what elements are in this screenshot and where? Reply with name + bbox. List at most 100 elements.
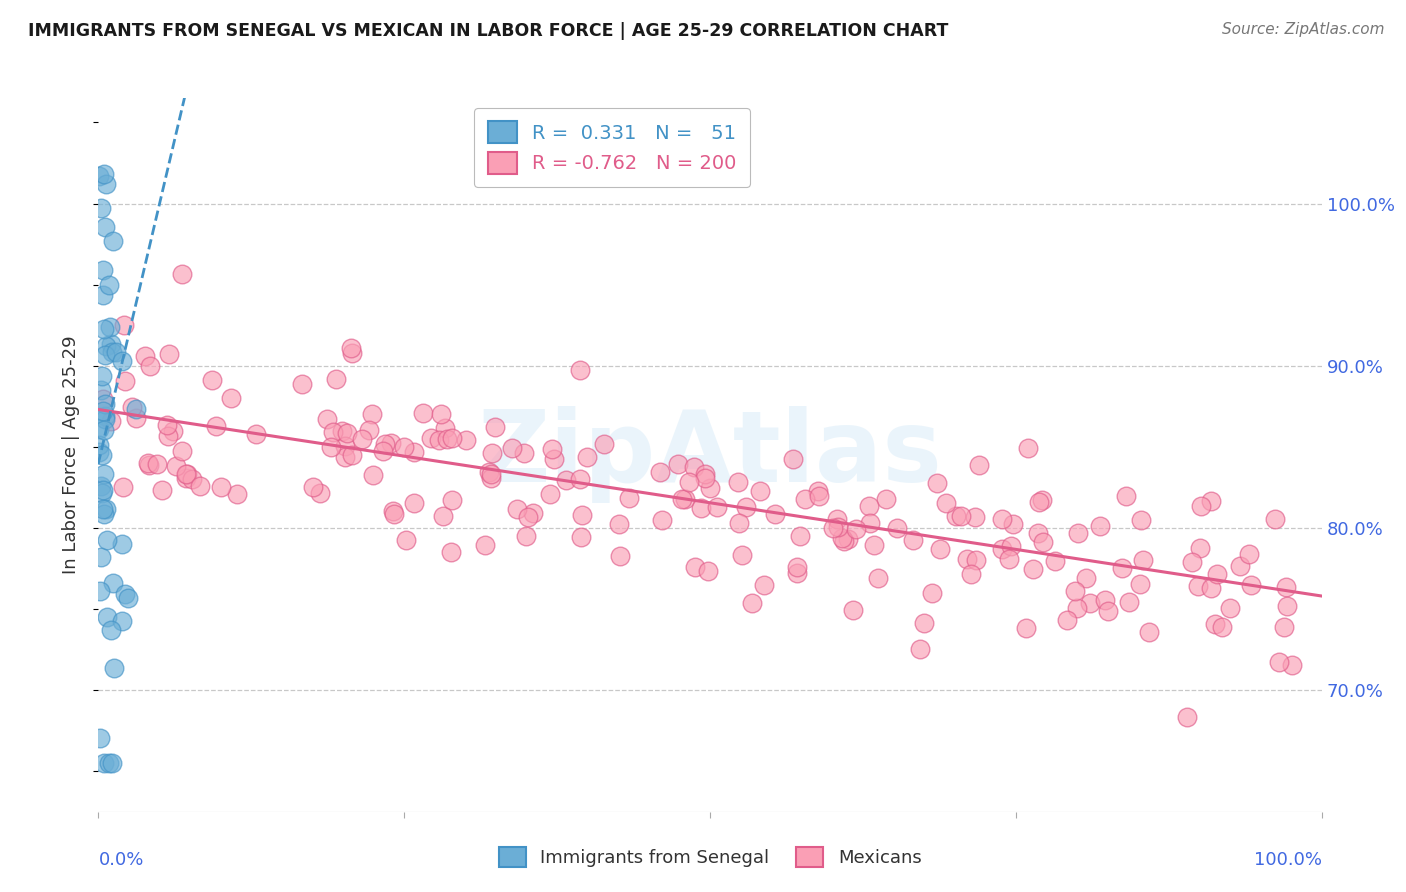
Point — [98, 756, 121, 770]
Point — [89, 422, 111, 436]
Point — [921, 586, 943, 600]
Point — [100, 623, 122, 637]
Point — [925, 476, 948, 491]
Point — [1189, 499, 1212, 513]
Point — [789, 529, 811, 543]
Point — [1066, 525, 1088, 540]
Point — [1032, 534, 1054, 549]
Point — [91, 404, 114, 418]
Point — [831, 532, 853, 546]
Point — [786, 566, 808, 580]
Point — [543, 452, 565, 467]
Point — [432, 509, 454, 524]
Point — [741, 596, 763, 610]
Point — [1264, 512, 1286, 526]
Point — [1111, 561, 1133, 575]
Point — [157, 347, 180, 361]
Point — [1229, 559, 1251, 574]
Point — [541, 442, 564, 456]
Point — [121, 401, 143, 415]
Point — [301, 480, 323, 494]
Point — [93, 423, 115, 437]
Point — [1277, 599, 1299, 613]
Point — [125, 402, 148, 417]
Point — [1175, 710, 1198, 724]
Point — [1014, 621, 1036, 635]
Point — [110, 353, 132, 368]
Point — [1237, 547, 1260, 561]
Point — [671, 491, 693, 506]
Point — [837, 533, 859, 547]
Point — [145, 457, 167, 471]
Point — [501, 442, 523, 456]
Point — [205, 419, 228, 434]
Point — [245, 426, 267, 441]
Point — [935, 496, 957, 510]
Point — [858, 516, 880, 531]
Point — [1272, 620, 1295, 634]
Point — [845, 522, 868, 536]
Point — [782, 451, 804, 466]
Point — [156, 418, 179, 433]
Point — [841, 603, 863, 617]
Point — [93, 756, 115, 770]
Point — [150, 483, 173, 498]
Y-axis label: In Labor Force | Age 25-29: In Labor Force | Age 25-29 — [62, 335, 80, 574]
Point — [689, 500, 711, 515]
Point — [105, 344, 128, 359]
Point — [1066, 601, 1088, 615]
Point — [90, 369, 112, 384]
Point — [394, 440, 416, 454]
Point — [90, 549, 112, 564]
Point — [683, 560, 706, 574]
Point — [568, 363, 591, 377]
Point — [1118, 595, 1140, 609]
Point — [111, 537, 134, 551]
Point — [950, 509, 973, 524]
Point — [93, 508, 115, 522]
Point — [734, 500, 756, 514]
Point — [752, 577, 775, 591]
Point — [176, 471, 198, 485]
Point — [808, 489, 831, 503]
Text: ZipAtlas: ZipAtlas — [478, 407, 942, 503]
Point — [868, 571, 890, 585]
Point — [94, 338, 117, 352]
Point — [1088, 519, 1111, 533]
Point — [569, 472, 592, 486]
Point — [91, 501, 114, 516]
Point — [96, 610, 118, 624]
Point — [1240, 578, 1263, 592]
Point — [93, 322, 115, 336]
Point — [592, 436, 614, 450]
Point — [138, 359, 160, 373]
Point — [1026, 525, 1049, 540]
Point — [991, 541, 1014, 556]
Text: Source: ZipAtlas.com: Source: ZipAtlas.com — [1222, 22, 1385, 37]
Point — [93, 467, 115, 481]
Point — [1043, 554, 1066, 568]
Point — [395, 533, 418, 548]
Point — [1064, 583, 1087, 598]
Point — [1206, 567, 1229, 582]
Point — [928, 542, 950, 557]
Point — [945, 509, 967, 524]
Point — [93, 220, 115, 235]
Point — [673, 491, 696, 506]
Point — [429, 407, 451, 421]
Point — [522, 506, 544, 520]
Point — [291, 377, 314, 392]
Point — [103, 661, 125, 675]
Point — [382, 504, 405, 518]
Point — [727, 475, 749, 489]
Point — [94, 348, 117, 362]
Point — [436, 432, 458, 446]
Text: IMMIGRANTS FROM SENEGAL VS MEXICAN IN LABOR FORCE | AGE 25-29 CORRELATION CHART: IMMIGRANTS FROM SENEGAL VS MEXICAN IN LA… — [28, 22, 949, 40]
Point — [162, 424, 184, 438]
Point — [330, 424, 353, 438]
Point — [90, 202, 112, 216]
Point — [209, 480, 232, 494]
Point — [571, 508, 593, 522]
Point — [651, 513, 673, 527]
Point — [478, 465, 501, 479]
